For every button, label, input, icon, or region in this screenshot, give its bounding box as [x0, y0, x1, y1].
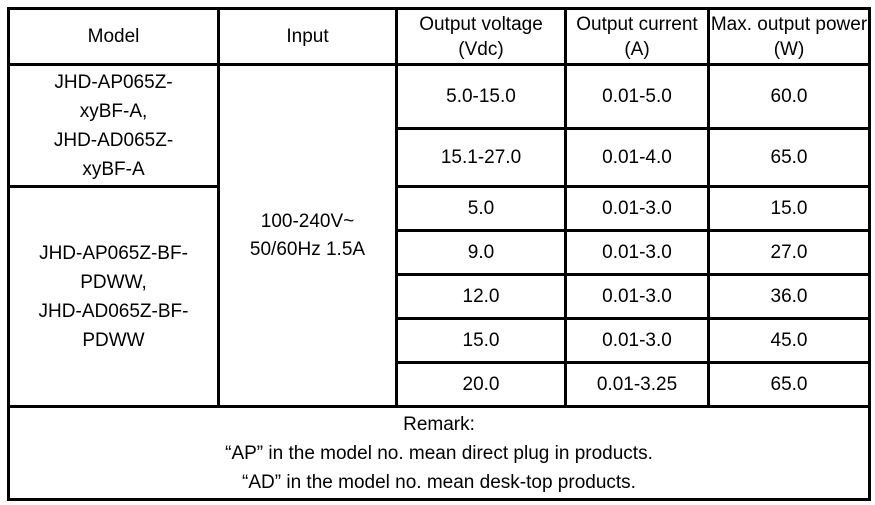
- table-row: 12.0 0.01-3.0 36.0: [9, 273, 871, 320]
- table-row: JHD-AP065Z-BF- PDWW, JHD-AD065Z-BF- PDWW…: [7, 185, 871, 408]
- header-model: Model: [7, 7, 220, 66]
- power-cell: 15.0: [707, 185, 871, 232]
- header-input: Input: [217, 7, 398, 66]
- voltage-cell: 20.0: [395, 361, 567, 408]
- current-cell: 0.01-5.0: [564, 63, 710, 130]
- current-cell: 0.01-3.0: [564, 185, 710, 232]
- power-cell: 45.0: [707, 317, 871, 364]
- input-cell: 100-240V~ 50/60Hz 1.5A: [217, 63, 398, 408]
- current-cell: 0.01-3.0: [564, 317, 710, 364]
- power-cell: 27.0: [707, 229, 871, 276]
- model-group-1-cell: JHD-AP065Z- xyBF-A, JHD-AD065Z- xyBF-A: [7, 63, 220, 188]
- voltage-cell: 5.0-15.0: [395, 63, 567, 130]
- remark-cell: Remark: “AP” in the model no. mean direc…: [7, 405, 871, 501]
- header-max-output-power: Max. output power (W): [707, 7, 871, 66]
- table-row: 15.1-27.0 0.01-4.0 65.0: [9, 127, 871, 188]
- table-row: 15.0 0.01-3.0 45.0: [9, 317, 871, 364]
- table-row: JHD-AP065Z- xyBF-A, JHD-AD065Z- xyBF-A 1…: [7, 63, 871, 408]
- voltage-cell: 9.0: [395, 229, 567, 276]
- voltage-cell: 5.0: [395, 185, 567, 232]
- power-cell: 60.0: [707, 63, 871, 130]
- current-cell: 0.01-3.0: [564, 273, 710, 320]
- model-group-2-cell: JHD-AP065Z-BF- PDWW, JHD-AD065Z-BF- PDWW: [7, 185, 220, 408]
- table-row: 9.0 0.01-3.0 27.0: [9, 229, 871, 276]
- header-row: Model Input Output voltage (Vdc) Output …: [7, 7, 871, 66]
- power-cell: 65.0: [707, 361, 871, 408]
- remark-row: Remark: “AP” in the model no. mean direc…: [7, 405, 871, 501]
- remark-line-ap: “AP” in the model no. mean direct plug i…: [225, 442, 653, 464]
- header-output-voltage: Output voltage (Vdc): [395, 7, 567, 66]
- header-output-current: Output current (A): [564, 7, 710, 66]
- voltage-cell: 15.1-27.0: [395, 127, 567, 188]
- current-cell: 0.01-4.0: [564, 127, 710, 188]
- table-row: 20.0 0.01-3.25 65.0: [9, 361, 871, 408]
- remark-line-ad: “AD” in the model no. mean desk-top prod…: [242, 471, 636, 493]
- power-spec-table: Model Input Output voltage (Vdc) Output …: [7, 7, 871, 501]
- voltage-cell: 15.0: [395, 317, 567, 364]
- current-cell: 0.01-3.25: [564, 361, 710, 408]
- power-cell: 36.0: [707, 273, 871, 320]
- current-cell: 0.01-3.0: [564, 229, 710, 276]
- power-cell: 65.0: [707, 127, 871, 188]
- voltage-cell: 12.0: [395, 273, 567, 320]
- remark-title: Remark:: [403, 413, 475, 435]
